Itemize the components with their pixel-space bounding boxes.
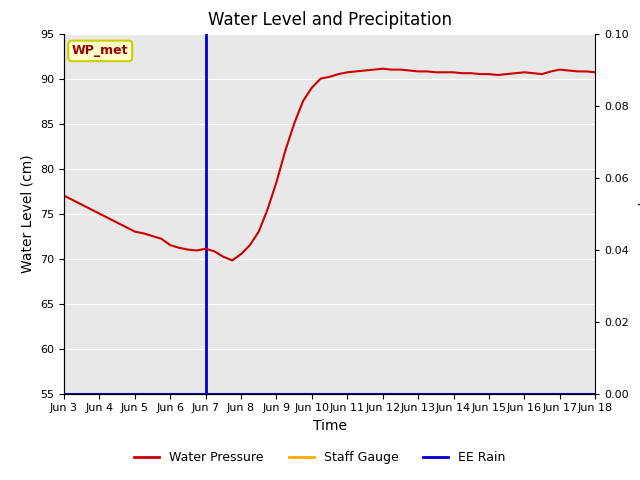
Water Pressure (228, 258, 236, 264)
Text: WP_met: WP_met (72, 44, 129, 58)
Y-axis label: Precipitation: Precipitation (636, 170, 640, 257)
Water Pressure (255, 228, 262, 234)
Y-axis label: Water Level (cm): Water Level (cm) (20, 154, 35, 273)
Title: Water Level and Precipitation: Water Level and Precipitation (207, 11, 452, 29)
Water Pressure (353, 69, 360, 74)
Water Pressure (379, 66, 387, 72)
X-axis label: Time: Time (312, 419, 347, 433)
Water Pressure (591, 70, 599, 75)
Legend: Water Pressure, Staff Gauge, EE Rain: Water Pressure, Staff Gauge, EE Rain (129, 446, 511, 469)
Water Pressure (60, 192, 68, 199)
Water Pressure (397, 67, 404, 72)
Water Pressure (166, 242, 174, 248)
Line: Water Pressure: Water Pressure (64, 69, 595, 261)
Water Pressure (538, 71, 546, 77)
Water Pressure (184, 247, 192, 252)
